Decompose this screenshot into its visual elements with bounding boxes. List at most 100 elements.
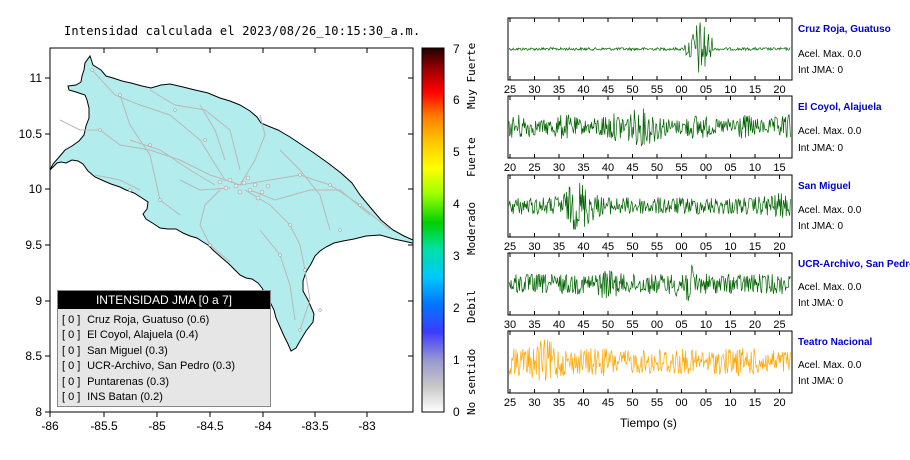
seismogram-tick-label: 05	[700, 241, 712, 253]
seismogram-trace	[508, 22, 791, 73]
colorbar-tick: 3	[453, 249, 460, 263]
seismogram-tick-label: 35	[553, 397, 565, 409]
seismogram-tick-label: 50	[626, 397, 638, 409]
legend-item: [ 0 ] UCR-Archivo, San Pedro (0.3)	[62, 359, 270, 374]
map-axes: -86 -85.5 -85 -84.5 -84 -83.5 -83 11 10.5 10 9.5 9 8…	[19, 48, 413, 433]
seismogram-tick-label: 50	[602, 319, 614, 331]
seismogram-tick-label: 55	[626, 319, 638, 331]
map-x-tick-label: -85.5	[90, 419, 118, 433]
seismogram-tick-label: 45	[602, 397, 614, 409]
seismogram-tick-label: 05	[700, 397, 712, 409]
seismogram-tick-label: 35	[528, 319, 540, 331]
station-accel: Acel. Max. 0.0	[798, 282, 862, 293]
seismogram-trace	[508, 182, 791, 230]
legend-item-index: [ 0 ]	[62, 314, 81, 326]
seismogram-tick-label: 25	[504, 84, 516, 96]
seismogram-tick-label: 45	[602, 84, 614, 96]
seismogram-frame	[507, 95, 793, 159]
seismogram-tick-label: 40	[602, 162, 614, 174]
station-accel: Acel. Max. 0.0	[798, 205, 862, 216]
colorbar-category: Moderado	[465, 202, 478, 255]
seismogram-tick-label: 05	[724, 162, 736, 174]
legend-item: [ 0 ] Puntarenas (0.3)	[62, 375, 270, 390]
map-x-tick-label: -85	[148, 419, 166, 433]
station-intensity: Int JMA: 0	[798, 143, 844, 154]
colorbar-category: No sentido	[465, 348, 478, 415]
seismogram-trace	[508, 339, 791, 381]
seismogram-tick-label: 45	[602, 241, 614, 253]
map-x-tick-label: -83.5	[301, 419, 329, 433]
map-title: Intensidad calculada el 2023/08/26_10:15…	[64, 24, 421, 38]
map-frame	[49, 47, 414, 413]
seismogram-tick-label: 30	[528, 84, 540, 96]
costa-rica-landmass	[50, 54, 413, 352]
map-y-tick-label: 8	[35, 405, 42, 419]
map-x-tick-label: -83	[358, 419, 376, 433]
colorbar-tick: 7	[453, 42, 460, 56]
map-x-tick-label: -84	[254, 419, 272, 433]
station-name: Teatro Nacional	[798, 337, 873, 348]
seismogram-trace-group: 25 30 35 40 45 50 55 00 05 10 15 20	[504, 330, 793, 409]
seismogram-tick-label: 30	[528, 241, 540, 253]
seismogram-tick-label: 50	[626, 241, 638, 253]
colorbar-tick: 1	[453, 353, 460, 367]
legend-item-label: INS Batan (0.2)	[87, 391, 163, 404]
seismogram-tick-label: 25	[528, 162, 540, 174]
seismogram-tick-label: 40	[577, 84, 589, 96]
seismogram-tick-label: 20	[504, 162, 516, 174]
seismogram-tick-label: 25	[504, 241, 516, 253]
seismogram-tick-label: 40	[553, 319, 565, 331]
seismogram-xlabel: Tiempo (s)	[620, 416, 677, 430]
station-accel: Acel. Max. 0.0	[798, 360, 862, 371]
seismogram-tick-label: 55	[675, 162, 687, 174]
seismogram-tick-label: 05	[675, 319, 687, 331]
station-name: San Miguel	[798, 181, 851, 192]
station-accel: Acel. Max. 0.0	[798, 126, 862, 137]
town-markers	[90, 68, 362, 332]
map-x-tick-label: -86	[41, 419, 59, 433]
seismogram-tick-label: 20	[773, 84, 785, 96]
seismogram-tick-label: 15	[773, 162, 785, 174]
intensity-legend: INTENSIDAD JMA [0 a 7] [ 0 ] Cruz Roja, …	[57, 290, 271, 407]
colorbar-tick: 2	[453, 301, 460, 315]
station-intensity: Int JMA: 0	[798, 65, 844, 76]
seismogram-trace-group: 30 35 40 45 50 55 00 05 10 15 20 25	[504, 252, 793, 331]
seismogram-tick-label: 00	[675, 84, 687, 96]
legend-item: [ 0 ] San Miguel (0.3)	[62, 344, 270, 359]
station-intensity: Int JMA: 0	[798, 376, 844, 387]
colorbar-category: Muy Fuerte	[465, 42, 478, 109]
seismogram-trace-group: 25 30 35 40 45 50 55 00 05 10 15 20	[504, 174, 793, 253]
seismogram-tick-label: 20	[749, 319, 761, 331]
map-y-tick-label: 9	[35, 294, 42, 308]
seismogram-tick-label: 00	[700, 162, 712, 174]
seismogram-tick-label: 10	[724, 241, 736, 253]
colorbar-tick: 4	[453, 197, 460, 211]
seismogram-tick-label: 20	[773, 241, 785, 253]
seismogram-tick-label: 45	[626, 162, 638, 174]
legend-item-index: [ 0 ]	[62, 329, 81, 342]
seismogram-tick-label: 10	[749, 162, 761, 174]
legend-item-label: El Coyol, Alajuela (0.4)	[87, 329, 199, 342]
seismogram-tick-label: 10	[724, 84, 736, 96]
seismogram-tick-label: 35	[577, 162, 589, 174]
legend-list: [ 0 ] Cruz Roja, Guatuso (0.6) [ 0 ] El …	[58, 309, 270, 405]
legend-item-label: Cruz Roja, Guatuso (0.6)	[87, 314, 210, 326]
seismogram-tick-label: 40	[577, 241, 589, 253]
seismogram-svg: 25 30 35 40 45 50 55 00 05 10 15 20 20 25 30 35 40 45 50 55…	[504, 17, 793, 409]
seismogram-tick-label: 40	[577, 397, 589, 409]
seismogram-tick-label: 15	[724, 319, 736, 331]
intensity-colorbar: 0 1 2 3 4 5 6 7 No sentido Debil Moderad…	[420, 42, 480, 419]
seismogram-tick-label: 05	[700, 84, 712, 96]
seismogram-tick-label: 55	[651, 397, 663, 409]
seismogram-tick-label: 10	[700, 319, 712, 331]
colorbar-category: Debil	[465, 289, 478, 323]
seismogram-tick-label: 55	[651, 84, 663, 96]
seismogram-tick-label: 20	[773, 397, 785, 409]
seismogram-tick-label: 30	[504, 319, 516, 331]
seismogram-tick-label: 00	[675, 397, 687, 409]
station-name: Cruz Roja, Guatuso	[798, 24, 891, 35]
seismogram-tick-label: 35	[553, 241, 565, 253]
colorbar-tick: 6	[453, 93, 460, 107]
seismogram-tick-label: 50	[651, 162, 663, 174]
road-network	[59, 69, 391, 331]
